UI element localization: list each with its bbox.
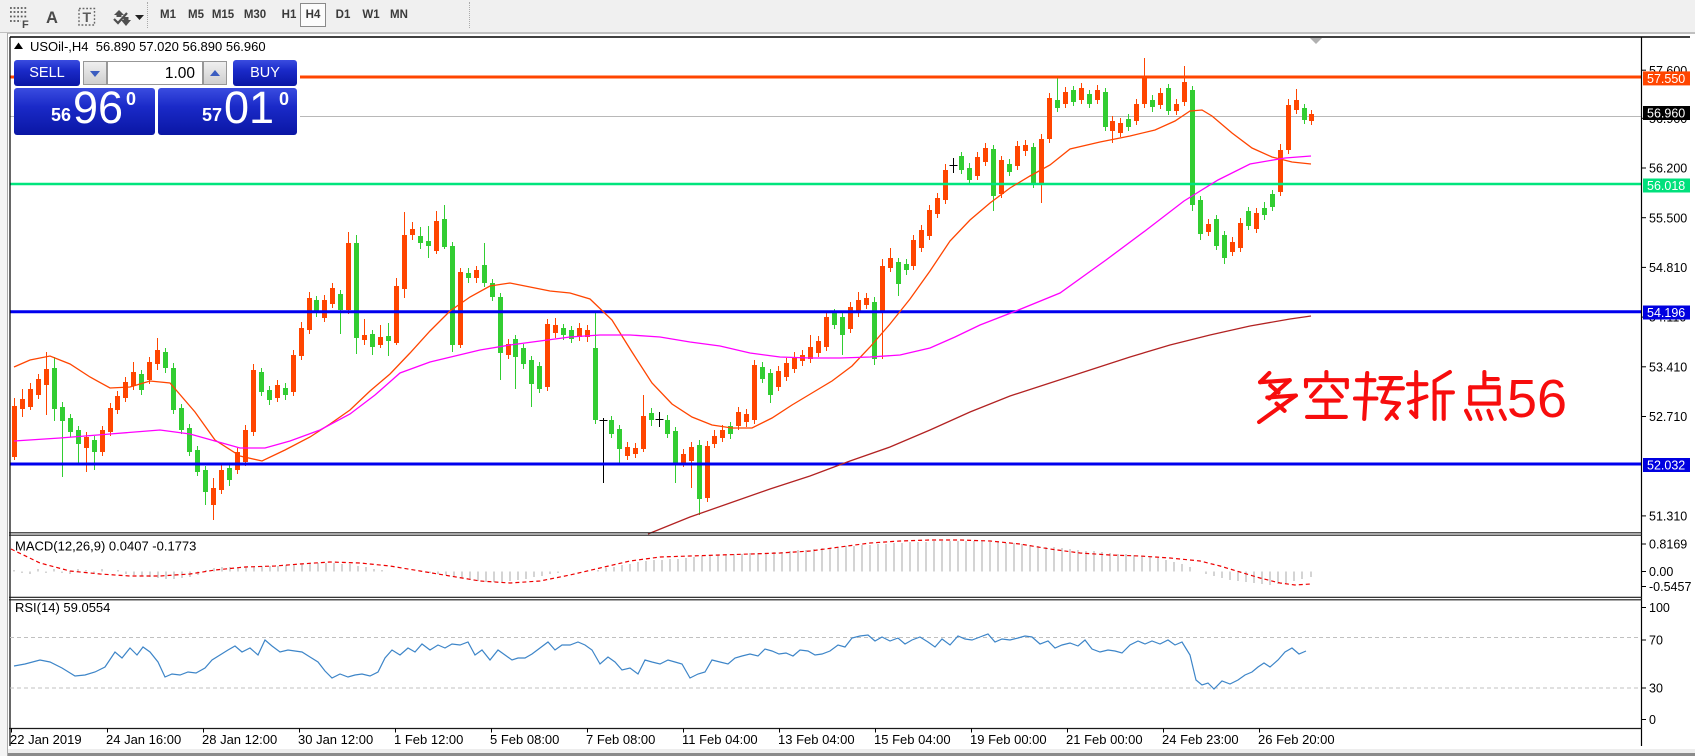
svg-text:7 Feb 08:00: 7 Feb 08:00 — [586, 732, 655, 747]
svg-text:1 Feb 12:00: 1 Feb 12:00 — [394, 732, 463, 747]
svg-text:24 Feb 23:00: 24 Feb 23:00 — [1162, 732, 1239, 747]
svg-text:A: A — [46, 9, 58, 27]
svg-text:24 Jan 16:00: 24 Jan 16:00 — [106, 732, 181, 747]
svg-text:T: T — [83, 9, 92, 25]
svg-text:USOil-,H4 56.890 57.020 56.89: USOil-,H4 56.890 57.020 56.890 56.960 — [30, 39, 266, 54]
svg-text:0.8169: 0.8169 — [1649, 538, 1687, 552]
svg-text:-0.5457: -0.5457 — [1649, 580, 1691, 594]
svg-text:26 Feb 20:00: 26 Feb 20:00 — [1258, 732, 1335, 747]
svg-text:F: F — [22, 19, 29, 31]
svg-text:51.310: 51.310 — [1649, 510, 1687, 524]
svg-text:56.960: 56.960 — [1647, 107, 1685, 121]
svg-text:100: 100 — [1649, 601, 1670, 615]
svg-text:54.810: 54.810 — [1649, 261, 1687, 275]
svg-text:MACD(12,26,9) 0.0407 -0.1773: MACD(12,26,9) 0.0407 -0.1773 — [15, 539, 196, 554]
svg-text:13 Feb 04:00: 13 Feb 04:00 — [778, 732, 855, 747]
svg-text:52.710: 52.710 — [1649, 410, 1687, 424]
svg-text:57.550: 57.550 — [1647, 72, 1685, 86]
svg-text:30: 30 — [1649, 682, 1663, 696]
svg-text:52.032: 52.032 — [1647, 459, 1685, 473]
svg-text:15 Feb 04:00: 15 Feb 04:00 — [874, 732, 951, 747]
svg-text:56: 56 — [1507, 369, 1567, 429]
svg-text:RSI(14) 59.0554: RSI(14) 59.0554 — [15, 600, 110, 615]
svg-text:11 Feb 04:00: 11 Feb 04:00 — [682, 732, 758, 747]
svg-text:21 Feb 00:00: 21 Feb 00:00 — [1066, 732, 1143, 747]
svg-text:5 Feb 08:00: 5 Feb 08:00 — [490, 732, 559, 747]
svg-text:22 Jan 2019: 22 Jan 2019 — [10, 732, 82, 747]
svg-text:70: 70 — [1649, 634, 1663, 648]
svg-text:30 Jan 12:00: 30 Jan 12:00 — [298, 732, 373, 747]
svg-text:55.500: 55.500 — [1649, 211, 1687, 225]
svg-text:19 Feb 00:00: 19 Feb 00:00 — [970, 732, 1047, 747]
svg-text:0: 0 — [1649, 713, 1656, 727]
svg-text:56.018: 56.018 — [1647, 179, 1685, 193]
svg-text:0.00: 0.00 — [1649, 565, 1673, 579]
svg-text:28 Jan 12:00: 28 Jan 12:00 — [202, 732, 277, 747]
svg-text:53.410: 53.410 — [1649, 360, 1687, 374]
svg-text:54.196: 54.196 — [1647, 306, 1685, 320]
svg-text:56.200: 56.200 — [1649, 162, 1687, 176]
